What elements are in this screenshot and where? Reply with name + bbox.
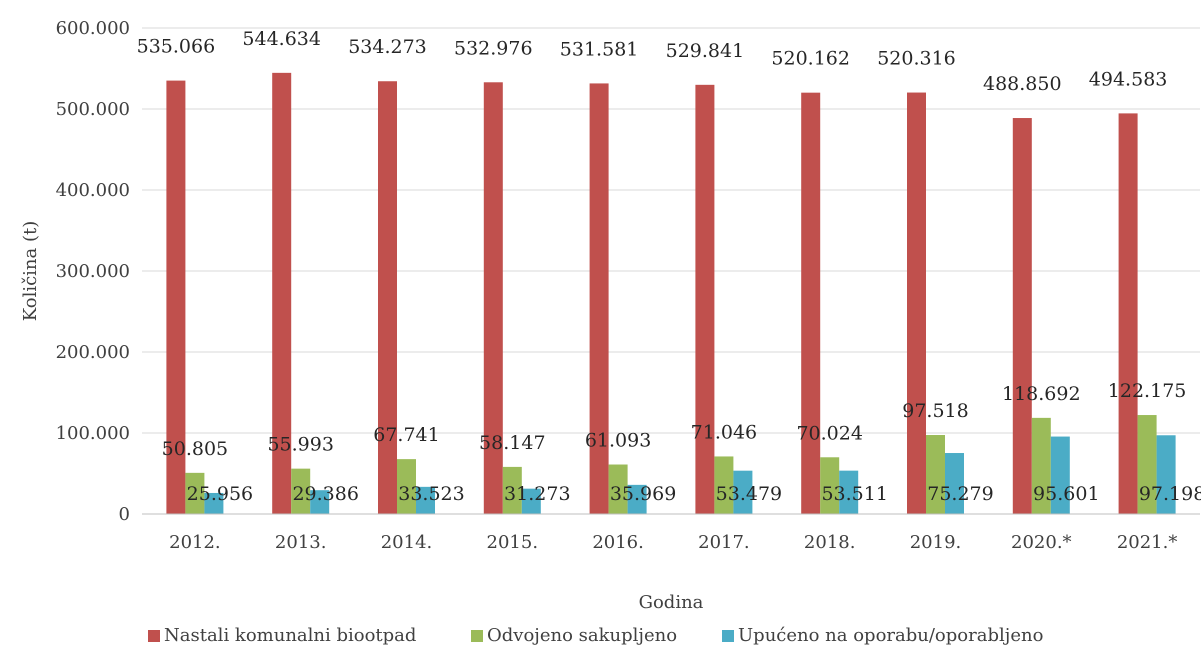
y-tick-label: 100.000 — [56, 423, 130, 444]
data-label: 35.969 — [610, 483, 676, 505]
data-label: 61.093 — [585, 430, 651, 452]
bar — [1118, 113, 1138, 515]
x-tick-label: 2021.* — [1117, 532, 1178, 553]
legend-swatch — [148, 630, 160, 642]
data-label: 97.518 — [902, 400, 968, 422]
data-label: 122.175 — [1108, 380, 1187, 402]
data-label: 494.583 — [1089, 68, 1168, 90]
x-tick-label: 2016. — [592, 532, 644, 553]
legend-swatch — [471, 630, 483, 642]
bar — [714, 456, 734, 514]
bars — [166, 72, 1176, 515]
bar — [627, 484, 647, 514]
y-axis-title: Količina (t) — [20, 221, 41, 321]
x-axis-ticks: 2012. 2013. 2014. 2015. 2016. 2017. 2018. 2019.… — [169, 532, 1177, 553]
bar — [733, 470, 753, 514]
bar — [1031, 417, 1051, 514]
y-tick-label: 500.000 — [56, 99, 130, 120]
bar — [945, 453, 964, 514]
bar — [1012, 118, 1032, 515]
data-label: 520.162 — [771, 48, 850, 70]
legend-label: Odvojeno sakupljeno — [487, 625, 677, 646]
bar — [272, 72, 292, 514]
bar — [521, 488, 541, 514]
bar — [820, 457, 840, 514]
y-tick-label: 300.000 — [56, 261, 130, 282]
bar — [310, 490, 330, 514]
data-label: 535.066 — [137, 36, 216, 58]
data-label: 95.601 — [1033, 483, 1099, 505]
bar — [397, 459, 416, 514]
data-label: 70.024 — [796, 422, 862, 444]
data-label: 544.634 — [242, 28, 321, 50]
data-label: 29.386 — [292, 483, 358, 505]
data-labels: 535.066 50.805 25.956 544.634 55.993 29.386 53… — [137, 28, 1201, 505]
x-tick-label: 2019. — [910, 532, 962, 553]
legend: Nastali komunalni biootpad Odvojeno sakup… — [148, 625, 1043, 646]
bar — [1137, 415, 1157, 514]
x-tick-label: 2013. — [275, 532, 327, 553]
bar — [589, 83, 609, 515]
y-axis-ticks: 0 100.000 200.000 300.000 400.000 500.000 600.… — [56, 18, 130, 525]
bar — [185, 472, 205, 514]
bar — [483, 82, 503, 515]
data-label: 520.316 — [877, 48, 956, 70]
data-label: 534.273 — [348, 36, 427, 58]
x-axis-title: Godina — [639, 592, 704, 613]
data-label: 97.198 — [1139, 483, 1201, 505]
bar — [608, 464, 628, 514]
bar — [166, 80, 186, 514]
bar — [502, 466, 522, 514]
bar — [378, 81, 397, 515]
legend-swatch — [722, 630, 734, 642]
data-label: 118.692 — [1002, 383, 1081, 405]
x-tick-label: 2018. — [804, 532, 856, 553]
data-label: 55.993 — [267, 434, 333, 456]
data-label: 25.956 — [187, 483, 253, 505]
data-label: 58.147 — [479, 432, 545, 454]
legend-label: Upućeno na oporabu/oporabljeno — [738, 625, 1043, 646]
data-label: 531.581 — [560, 38, 639, 60]
y-tick-label: 600.000 — [56, 18, 130, 39]
data-label: 532.976 — [454, 37, 533, 59]
y-tick-label: 400.000 — [56, 180, 130, 201]
x-tick-label: 2015. — [487, 532, 539, 553]
data-label: 50.805 — [162, 438, 228, 460]
bar — [695, 84, 715, 514]
data-label: 488.850 — [983, 73, 1062, 95]
x-tick-label: 2014. — [381, 532, 433, 553]
data-label: 53.479 — [716, 483, 782, 505]
x-tick-label: 2012. — [169, 532, 221, 553]
bar — [1050, 436, 1070, 514]
data-label: 529.841 — [666, 40, 745, 62]
bar — [926, 435, 945, 514]
bar — [907, 92, 926, 514]
data-label: 71.046 — [691, 421, 757, 443]
bar — [416, 486, 435, 514]
x-tick-label: 2017. — [698, 532, 750, 553]
bar — [204, 492, 224, 514]
data-label: 31.273 — [504, 483, 570, 505]
data-label: 67.741 — [373, 424, 439, 446]
data-label: 53.511 — [821, 483, 887, 505]
bar — [801, 92, 821, 515]
bar — [1156, 435, 1176, 514]
bar — [839, 470, 859, 514]
y-tick-label: 0 — [119, 504, 130, 525]
data-label: 33.523 — [398, 483, 464, 505]
y-tick-label: 200.000 — [56, 342, 130, 363]
x-tick-label: 2020.* — [1011, 532, 1072, 553]
legend-label: Nastali komunalni biootpad — [164, 625, 416, 646]
data-label: 75.279 — [927, 483, 993, 505]
bar — [291, 468, 311, 514]
